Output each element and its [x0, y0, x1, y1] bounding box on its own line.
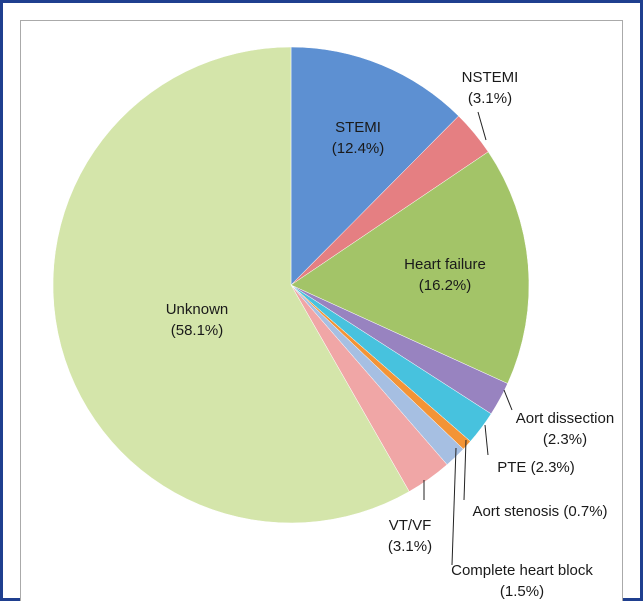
- slice-label: STEMI: [335, 119, 381, 136]
- leader-line: [484, 424, 489, 456]
- leader-line: [477, 111, 487, 141]
- slice-label: NSTEMI: [462, 69, 519, 86]
- slice-label: Heart failure: [404, 256, 486, 273]
- pie-slice: [290, 151, 530, 384]
- slice-label: VT/VF: [389, 517, 432, 534]
- slice-value-label: (1.5%): [500, 583, 544, 600]
- slice-value-label: (3.1%): [468, 90, 512, 107]
- slice-value-label: (58.1%): [171, 322, 224, 339]
- slice-label: PTE: [497, 459, 526, 476]
- pie-slice: [52, 46, 410, 524]
- slice-label: Unknown: [166, 301, 229, 318]
- slice-value-label: (2.3%): [531, 459, 575, 476]
- leader-line: [463, 439, 467, 501]
- slice-value-label: (3.1%): [388, 538, 432, 555]
- slice-label-group: PTE (2.3%): [497, 459, 575, 476]
- slice-label: Aort stenosis: [472, 503, 559, 520]
- pie-slice: [290, 46, 459, 286]
- slice-label-group: Aort stenosis (0.7%): [472, 503, 607, 520]
- slice-value-label: (0.7%): [563, 503, 607, 520]
- slice-label: Complete heart block: [451, 562, 593, 579]
- slice-value-label: (2.3%): [543, 431, 587, 448]
- slice-label: Aort dissection: [516, 410, 614, 427]
- slice-value-label: (12.4%): [332, 140, 385, 157]
- slice-value-label: (16.2%): [419, 277, 472, 294]
- leader-line: [503, 389, 513, 411]
- leader-line: [451, 447, 457, 566]
